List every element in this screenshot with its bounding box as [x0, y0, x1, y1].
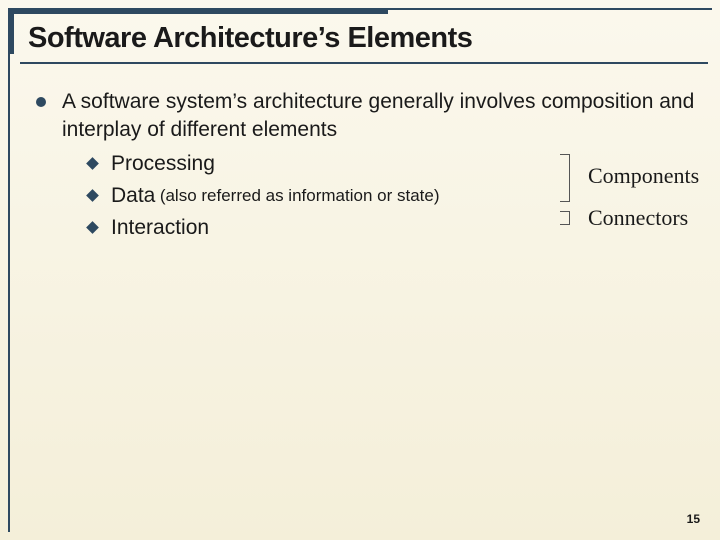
main-bullet-text: A software system’s architecture general… — [62, 88, 700, 145]
disc-bullet-icon — [36, 97, 46, 107]
border-left-accent — [8, 8, 14, 54]
diamond-bullet-icon — [86, 157, 99, 170]
page-number: 15 — [687, 512, 700, 526]
border-top-accent — [8, 8, 388, 14]
bracket-connectors — [560, 211, 570, 225]
slide-title: Software Architecture’s Elements — [28, 22, 472, 55]
content-area: A software system’s architecture general… — [36, 88, 700, 245]
diamond-bullet-icon — [86, 189, 99, 202]
sub-bullet-text: Processing — [111, 152, 215, 176]
slide: Software Architecture’s Elements A softw… — [0, 0, 720, 540]
diamond-bullet-icon — [86, 221, 99, 234]
annotation-connectors: Connectors — [588, 205, 688, 231]
sub-bullet-group: Processing Data (also referred as inform… — [88, 149, 700, 243]
annotation-components: Components — [588, 163, 699, 189]
sub-bullet-note: (also referred as information or state) — [160, 186, 440, 206]
sub-bullet-text: Interaction — [111, 216, 209, 240]
title-underline — [20, 62, 708, 64]
border-left — [8, 8, 10, 532]
bracket-components — [560, 154, 570, 202]
sub-bullet-text: Data — [111, 184, 155, 208]
bullet-level1: A software system’s architecture general… — [36, 88, 700, 145]
